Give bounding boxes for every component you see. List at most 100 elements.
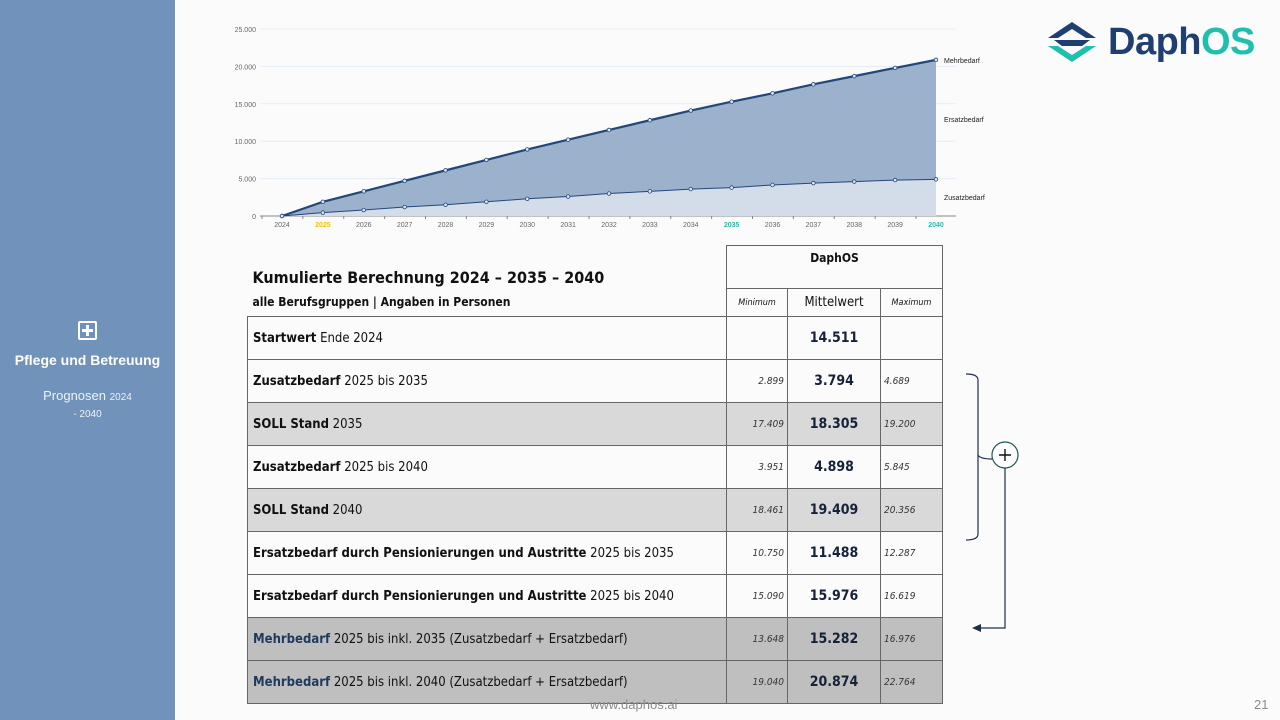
group-header: DaphOS <box>726 245 943 289</box>
row-label: Zusatzbedarf 2025 bis 2040 <box>247 445 727 489</box>
table-row: Mehrbedarf 2025 bis inkl. 2035 (Zusatzbe… <box>247 617 943 661</box>
data-point <box>606 191 612 196</box>
x-tick-label: 2035 <box>724 222 740 229</box>
data-point <box>402 178 407 184</box>
row-maximum <box>880 316 943 360</box>
row-maximum: 4.689 <box>880 359 943 403</box>
data-point <box>320 199 326 204</box>
x-tick-label: 2036 <box>765 222 781 229</box>
data-point <box>484 157 489 163</box>
table-row: Ersatzbedarf durch Pensionierungen und A… <box>247 531 943 575</box>
band-label-mehrbedarf: Mehrbedarf <box>944 58 980 65</box>
data-point <box>402 204 407 210</box>
row-maximum: 5.845 <box>880 445 943 489</box>
table-row: Ersatzbedarf durch Pensionierungen und A… <box>247 574 943 618</box>
section-title: Pflege und Betreuung <box>14 352 161 368</box>
x-tick-label: 2040 <box>928 222 944 229</box>
row-mittelwert: 20.874 <box>787 660 881 704</box>
row-label: SOLL Stand 2035 <box>247 402 727 446</box>
band-label-ersatzbedarf: Ersatzbedarf <box>944 117 984 124</box>
data-point <box>647 118 653 123</box>
y-tick-label: 15.000 <box>235 102 257 109</box>
table-row: Startwert Ende 2024 14.511 <box>247 316 943 360</box>
table-row: Zusatzbedarf 2025 bis 2040 3.951 4.898 5… <box>247 445 943 489</box>
x-tick-label: 2038 <box>846 222 862 229</box>
data-point <box>811 82 816 87</box>
row-mittelwert: 15.282 <box>787 617 881 661</box>
calculation-table: Kumulierte Berechnung 2024 – 2035 – 2040… <box>247 245 943 704</box>
data-point <box>525 196 530 201</box>
data-point <box>606 127 612 133</box>
data-point <box>852 179 857 184</box>
data-point <box>729 99 734 104</box>
row-label: Startwert Ende 2024 <box>247 316 727 360</box>
table-row: SOLL Stand 2035 17.409 18.305 19.200 <box>247 402 943 446</box>
x-tick-label: 2024 <box>274 222 290 229</box>
x-tick-label: 2039 <box>887 222 903 229</box>
sidebar: Pflege und Betreuung Prognosen 2024- 204… <box>0 0 175 720</box>
data-point <box>361 189 366 194</box>
area-chart: 0 5.000 10.000 15.000 20.000 25.000 2024 2025 20… <box>235 27 985 229</box>
col-maximum: Maximum <box>880 288 943 317</box>
data-point <box>770 182 775 188</box>
row-minimum: 17.409 <box>726 402 788 446</box>
row-minimum: 19.040 <box>726 660 788 704</box>
band-label-zusatzbedarf: Zusatzbedarf <box>944 195 985 202</box>
daphos-logo: DaphOS <box>1042 18 1255 66</box>
row-minimum: 15.090 <box>726 574 788 618</box>
row-mittelwert: 14.511 <box>787 316 881 360</box>
x-tick-label: 2030 <box>519 222 535 229</box>
x-tick-label: 2031 <box>560 222 576 229</box>
row-label: Zusatzbedarf 2025 bis 2035 <box>247 359 727 403</box>
data-point <box>320 210 326 215</box>
col-mittelwert: Mittelwert <box>787 288 881 317</box>
row-maximum: 16.619 <box>880 574 943 618</box>
data-point <box>443 168 448 173</box>
row-label: Ersatzbedarf durch Pensionierungen und A… <box>247 574 727 618</box>
row-mittelwert: 4.898 <box>787 445 881 489</box>
row-label: Mehrbedarf 2025 bis inkl. 2040 (Zusatzbe… <box>247 660 727 704</box>
data-point <box>688 108 693 113</box>
row-maximum: 22.764 <box>880 660 943 704</box>
y-tick-label: 5.000 <box>238 177 256 184</box>
logo-mark-icon <box>1048 22 1096 62</box>
footer-url[interactable]: www.daphos.ai <box>590 697 678 712</box>
x-tick-label: 2033 <box>642 222 658 229</box>
row-minimum: 2.899 <box>726 359 788 403</box>
row-mittelwert: 18.305 <box>787 402 881 446</box>
table-subtitle: alle Berufsgruppen | Angaben in Personen <box>252 295 511 310</box>
bracket <box>965 373 993 541</box>
y-tick-label: 20.000 <box>235 64 257 71</box>
data-point <box>565 137 571 142</box>
row-minimum: 3.951 <box>726 445 788 489</box>
row-label: Mehrbedarf 2025 bis inkl. 2035 (Zusatzbe… <box>247 617 727 661</box>
data-point <box>525 147 530 152</box>
data-point <box>892 177 898 183</box>
plus-circle-icon <box>991 441 1019 469</box>
table-row: Mehrbedarf 2025 bis inkl. 2040 (Zusatzbe… <box>247 660 943 704</box>
data-point <box>933 177 939 182</box>
row-minimum: 10.750 <box>726 531 788 575</box>
row-label: SOLL Stand 2040 <box>247 488 727 532</box>
table-title: Kumulierte Berechnung 2024 – 2035 – 2040 <box>252 267 605 287</box>
x-tick-label: 2026 <box>356 222 372 229</box>
ersatzbedarf-area <box>282 59 936 216</box>
x-tick-label: 2029 <box>479 222 495 229</box>
row-mittelwert: 11.488 <box>787 531 881 575</box>
data-point <box>443 202 448 207</box>
x-tick-label: 2028 <box>438 222 454 229</box>
row-minimum: 18.461 <box>726 488 788 532</box>
x-tick-label: 2034 <box>683 222 699 229</box>
row-mittelwert: 15.976 <box>787 574 881 618</box>
y-tick-label: 10.000 <box>235 139 257 146</box>
data-point <box>361 207 366 213</box>
row-mittelwert: 3.794 <box>787 359 881 403</box>
table-row: SOLL Stand 2040 18.461 19.409 20.356 <box>247 488 943 532</box>
row-maximum: 12.287 <box>880 531 943 575</box>
y-tick-label: 25.000 <box>235 27 257 34</box>
data-point <box>933 57 939 63</box>
row-maximum: 20.356 <box>880 488 943 532</box>
row-mittelwert: 19.409 <box>787 488 881 532</box>
section-subtitle: Prognosen 2024- 2040 <box>43 388 132 420</box>
row-maximum: 19.200 <box>880 402 943 446</box>
